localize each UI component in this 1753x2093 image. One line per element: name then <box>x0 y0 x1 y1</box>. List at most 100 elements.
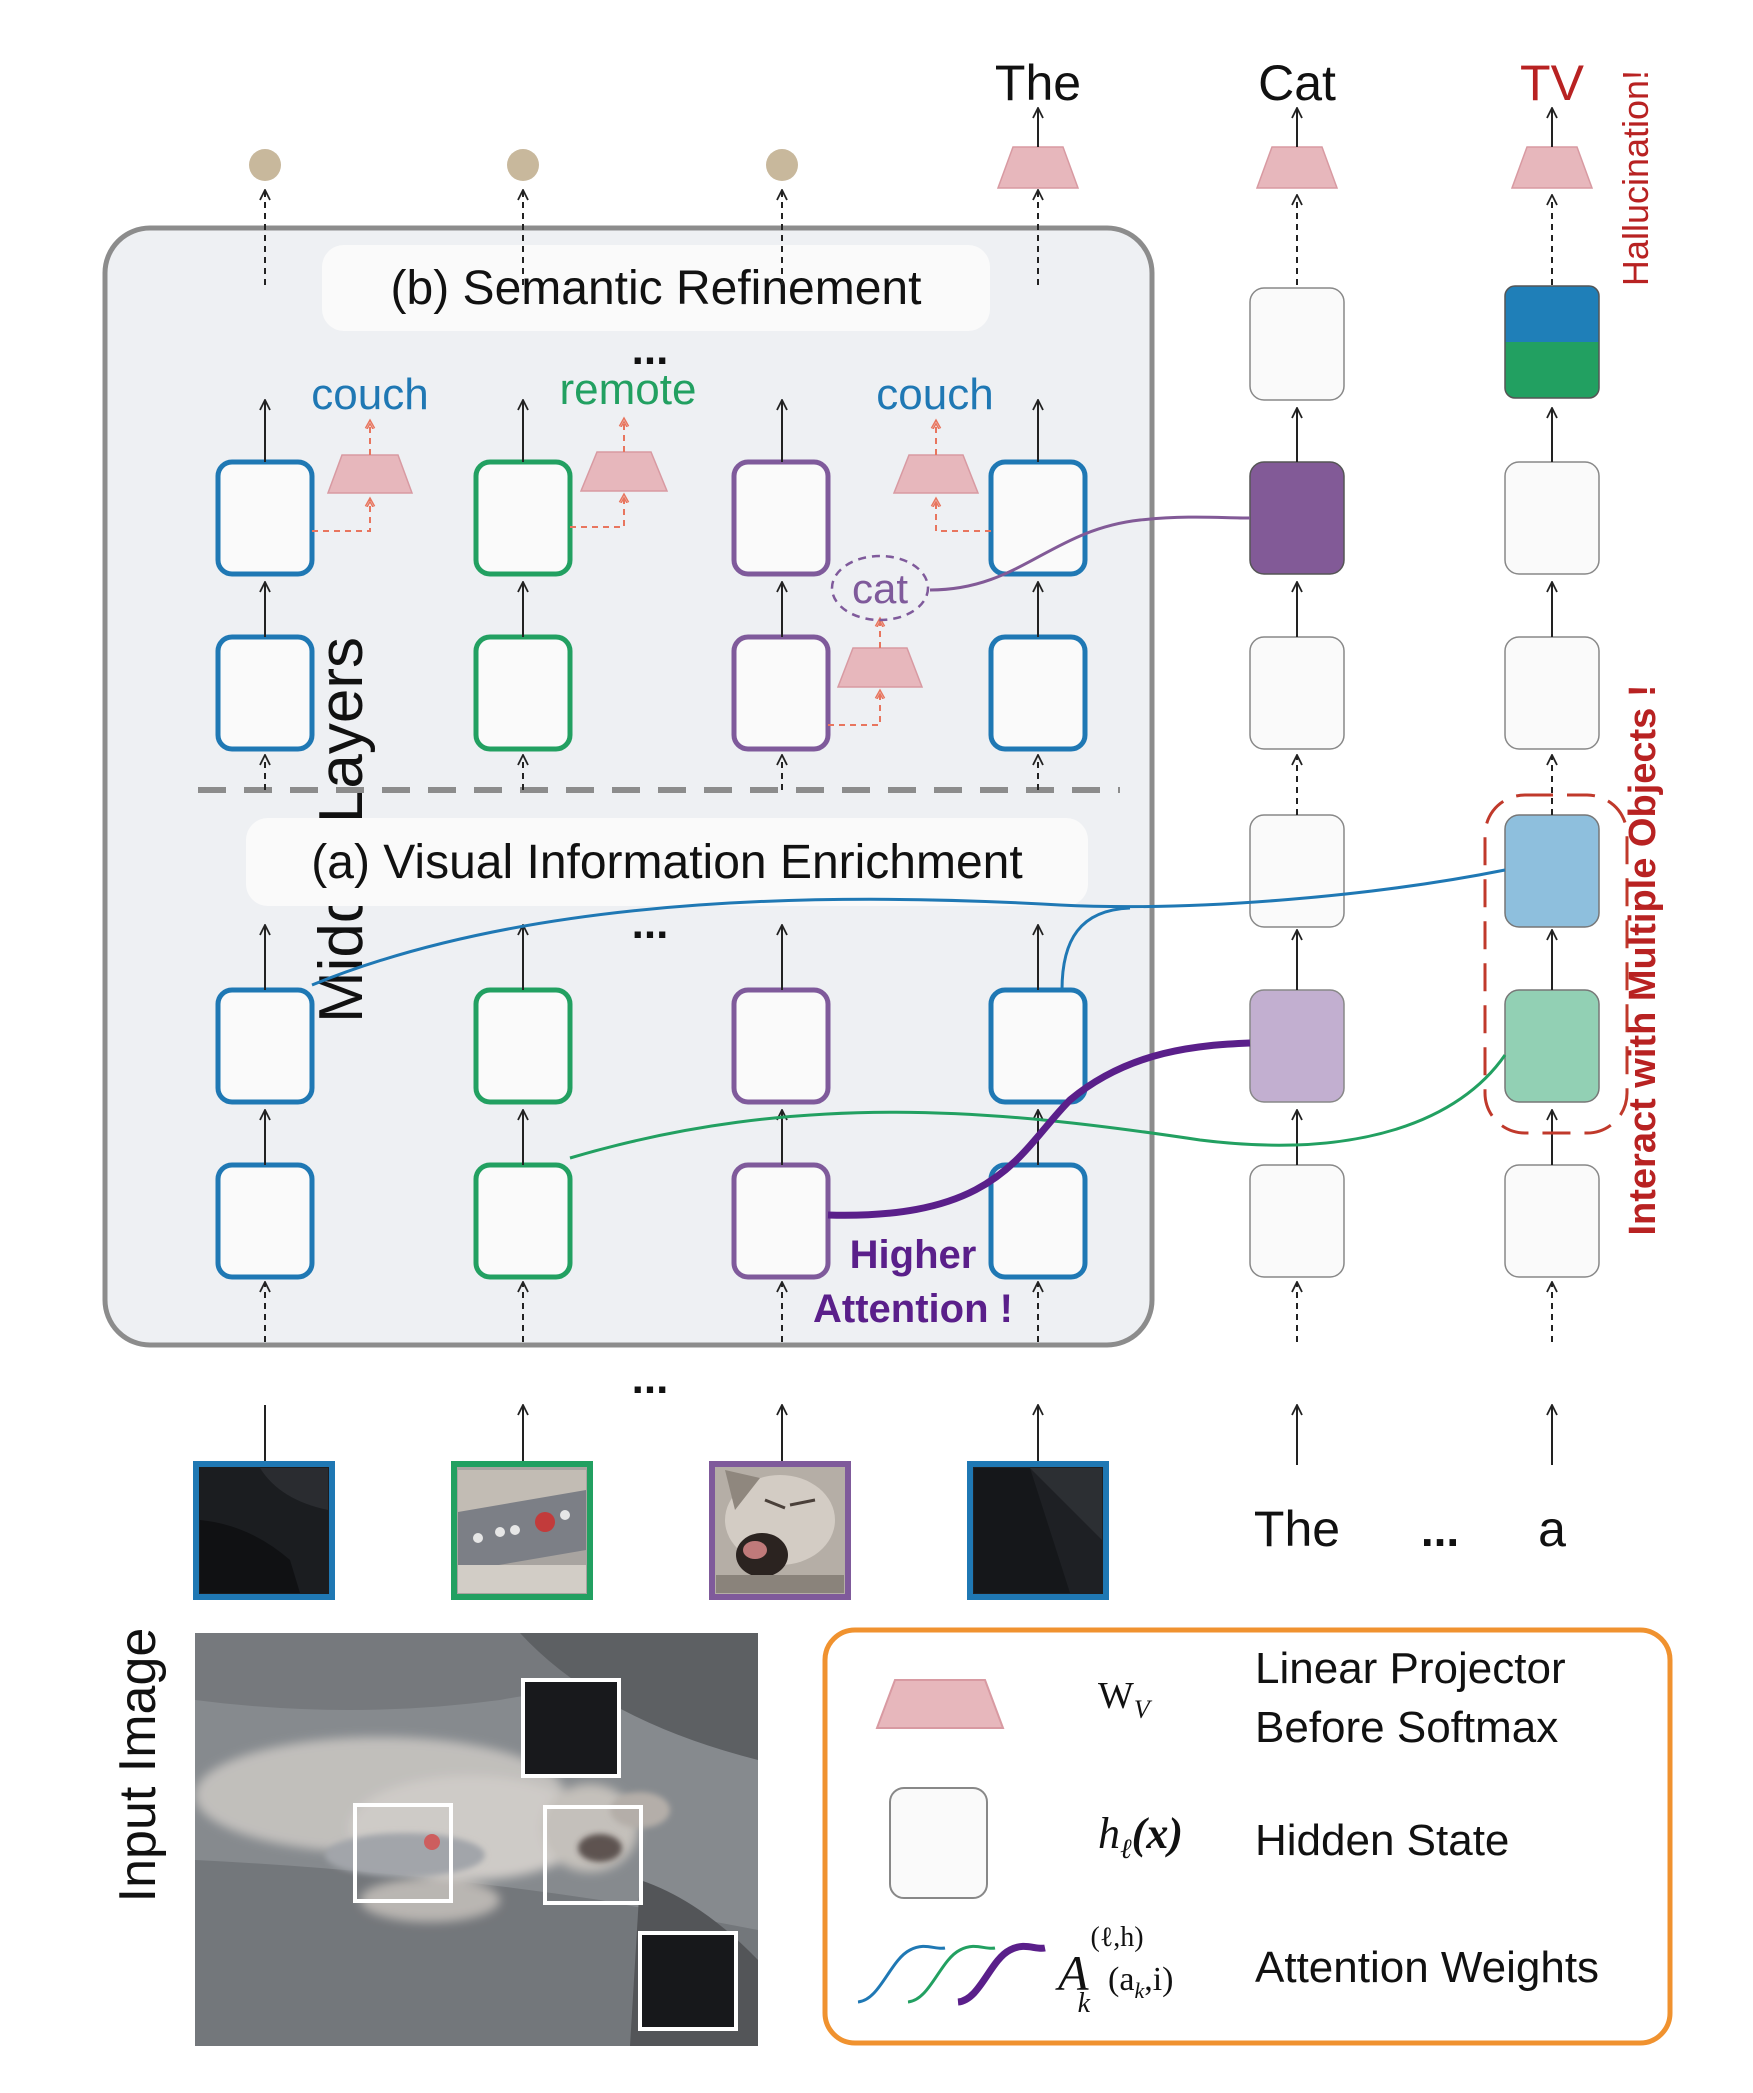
column-text-the: The Cat <box>1249 55 1345 1557</box>
legend-attn-symbol: A(ℓ,h) k(ak,i) <box>1055 1922 1174 2019</box>
output-word-cat: Cat <box>1258 55 1336 111</box>
patch-box-cat <box>543 1805 643 1905</box>
attention-curve-couch-right <box>1060 906 1131 991</box>
projector-branch <box>936 498 991 532</box>
null-output-dot <box>507 149 539 181</box>
hidden-state <box>731 987 831 1105</box>
legend-projector-label-1: Linear Projector <box>1255 1644 1566 1693</box>
hidden-state <box>988 1162 1088 1280</box>
hidden-state <box>1249 814 1345 928</box>
hidden-state <box>1504 1164 1600 1278</box>
hidden-state <box>473 634 573 752</box>
hidden-state <box>215 459 315 577</box>
hidden-state <box>473 1162 573 1280</box>
hidden-state-remote <box>1504 989 1600 1103</box>
stage-a-box <box>246 818 1088 906</box>
stage-b-title: (b) Semantic Refinement <box>391 262 922 315</box>
hidden-state <box>731 459 831 577</box>
projector-trapezoid <box>1255 146 1339 189</box>
legend: WV Linear Projector Before Softmax hℓ(x)… <box>822 1627 1673 2046</box>
attention-curve-remote <box>569 1054 1507 1160</box>
hidden-state-attended <box>1249 989 1345 1103</box>
hidden-state <box>988 987 1088 1105</box>
patch-couch-right <box>967 1461 1109 1600</box>
legend-projector-icon <box>875 1679 1005 1729</box>
hidden-state <box>1504 461 1600 575</box>
projector-branch <box>312 498 370 532</box>
word-couch-left: couch <box>311 370 428 419</box>
column-text-a: a TV <box>1504 55 1600 1557</box>
attention-curve-cat-refine <box>929 515 1251 592</box>
column-couch-right: The couch <box>876 55 1088 1465</box>
patch-remote <box>451 1461 593 1600</box>
multi-object-note: Interact with Multiple Objects ! <box>1622 684 1664 1235</box>
legend-hidden-icon <box>889 1787 988 1899</box>
patch-box-remote <box>353 1803 453 1903</box>
middle-layers-panel <box>102 225 1155 1348</box>
ellipsis-top: ... <box>632 325 669 374</box>
ellipsis-bottom: ... <box>632 1354 669 1403</box>
column-cat: cat <box>731 149 930 1465</box>
legend-attn-label: Attention Weights <box>1255 1943 1599 1992</box>
word-cat: cat <box>852 565 908 612</box>
input-image <box>195 1633 758 2046</box>
word-couch-right: couch <box>876 370 993 419</box>
projector-trapezoid <box>326 454 414 494</box>
projector-trapezoid <box>579 451 669 492</box>
projector-trapezoid <box>892 454 980 494</box>
legend-projector-symbol: WV <box>1098 1675 1153 1724</box>
input-token-the: The <box>1254 1501 1340 1557</box>
stage-b-box <box>322 245 990 331</box>
legend-projector-label-2: Before Softmax <box>1255 1703 1558 1752</box>
input-token-ellipsis: ... <box>1421 1504 1459 1556</box>
null-output-dot <box>766 149 798 181</box>
hidden-state <box>1249 1164 1345 1278</box>
legend-hidden-label: Hidden State <box>1255 1816 1509 1865</box>
legend-attn-curve-purple <box>957 1942 1046 2006</box>
hidden-state <box>215 634 315 752</box>
hidden-state-cat <box>1249 461 1345 575</box>
higher-attention-line2: Attention ! <box>813 1287 1013 1331</box>
column-remote: remote <box>473 149 697 1465</box>
projector-trapezoid <box>1510 146 1594 189</box>
output-word-the: The <box>995 55 1081 111</box>
word-remote: remote <box>560 365 697 414</box>
cat-circle <box>830 554 930 622</box>
legend-attn-curve-blue <box>857 1944 946 2004</box>
hidden-state <box>473 459 573 577</box>
patch-box-couch-bottom <box>638 1931 738 2031</box>
hidden-state <box>1249 636 1345 750</box>
legend-hidden-symbol: hℓ(x) <box>1098 1809 1183 1865</box>
ellipsis-middle: ... <box>632 899 669 948</box>
hidden-state-couch <box>1504 814 1600 928</box>
attention-curve-couch-left <box>311 868 1506 987</box>
output-word-tv: TV <box>1520 55 1585 111</box>
hidden-state <box>731 634 831 752</box>
input-token-a: a <box>1538 1501 1566 1557</box>
patch-couch-left <box>193 1461 335 1600</box>
hidden-state <box>988 634 1088 752</box>
input-image-label: Input Image <box>109 1628 167 1903</box>
higher-attention-line1: Higher <box>850 1233 977 1277</box>
multi-object-highlight <box>1483 793 1629 1135</box>
stage-a-title: (a) Visual Information Enrichment <box>311 836 1022 889</box>
projector-trapezoid <box>836 647 924 688</box>
projector-trapezoid <box>996 146 1080 189</box>
hidden-state <box>473 987 573 1105</box>
patch-cat <box>709 1461 851 1600</box>
hidden-state <box>1504 636 1600 750</box>
hidden-state <box>215 987 315 1105</box>
column-couch-left: couch <box>215 149 429 1465</box>
legend-attn-curve-green <box>907 1944 996 2004</box>
hidden-state-mixed-border <box>1504 285 1600 399</box>
patch-box-couch-top <box>521 1678 621 1778</box>
null-output-dot <box>249 149 281 181</box>
hidden-state <box>215 1162 315 1280</box>
legend-border <box>822 1627 1673 2046</box>
hidden-state <box>1249 287 1345 401</box>
hidden-state <box>731 1162 831 1280</box>
attention-curve-cat-strong <box>827 1039 1251 1219</box>
hidden-state-mixed <box>1505 286 1599 398</box>
hallucination-note: Hallucination! <box>1615 70 1656 286</box>
